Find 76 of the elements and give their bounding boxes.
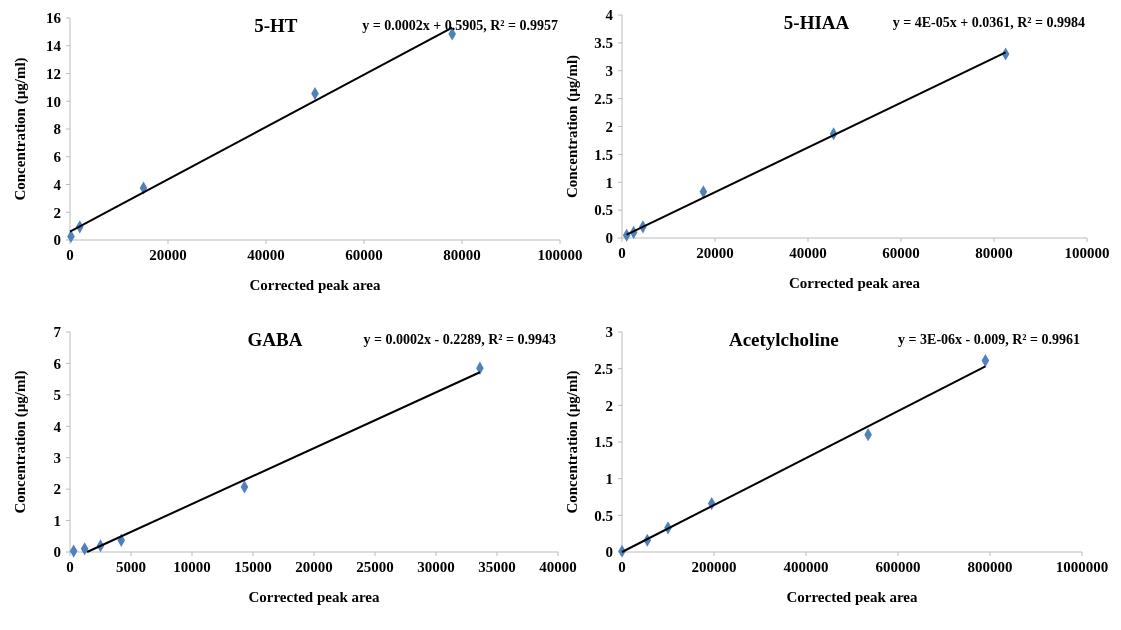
x-tick-label: 800000 [967,559,1013,575]
y-tick-label: 0 [53,232,61,249]
y-axis-title: Concentration (µg/ml) [12,370,29,514]
x-tick-label: 60000 [345,247,383,263]
y-tick-label: 2.5 [594,360,613,377]
y-tick-label: 0 [605,544,613,561]
chart-title: 5-HT [254,15,298,36]
y-tick-label: 5 [53,387,61,404]
x-tick-label: 100000 [1064,245,1110,261]
annotation: y = 3E-06x - 0.009, R² = 0.9961 [898,332,1080,347]
y-axis-title: Concentration (µg/ml) [564,370,581,514]
x-tick-label: 20000 [295,559,333,575]
y-tick-label: 1.5 [594,434,613,451]
annotation: y = 0.0002x - 0.2289, R² = 0.9943 [363,332,556,347]
y-tick-label: 4 [53,418,62,435]
chart-title: GABA [247,329,303,350]
x-tick-label: 10000 [173,559,211,575]
chart-title: 5-HIAA [783,12,850,33]
y-tick-label: 3 [605,63,613,79]
y-tick-label: 6 [53,149,62,165]
x-axis-title: Corrected peak area [248,589,381,605]
y-tick-label: 2 [53,204,61,221]
chart-title: Acetylcholine [728,329,839,350]
y-axis-title: Concentration (µg/ml) [564,54,581,199]
x-axis-title: Corrected peak area [788,275,921,291]
y-tick-label: 2 [605,118,613,135]
y-tick-label: 0 [53,544,61,561]
x-tick-label: 0 [66,559,74,575]
x-tick-label: 5000 [116,559,146,575]
y-tick-label: 7 [53,324,62,341]
x-axis-title: Corrected peak area [249,277,382,293]
y-tick-label: 2 [605,397,613,414]
y-tick-label: 2 [53,481,61,498]
x-tick-label: 80000 [975,245,1013,261]
x-tick-label: 30000 [417,559,455,575]
y-tick-label: 4 [53,176,62,193]
x-tick-label: 80000 [443,247,481,263]
y-tick-label: 1 [605,174,613,191]
x-tick-label: 20000 [696,245,734,261]
y-tick-label: 8 [53,121,61,138]
x-axis-title: Corrected peak area [786,589,919,605]
x-tick-label: 400000 [783,559,829,575]
x-tick-label: 20000 [149,247,187,263]
y-tick-label: 6 [53,355,62,372]
x-tick-label: 40000 [247,247,285,263]
y-tick-label: 3 [53,449,61,466]
y-tick-label: 16 [46,10,62,27]
y-tick-label: 2.5 [594,90,613,107]
y-axis-title: Concentration (µg/ml) [12,57,29,201]
x-tick-label: 15000 [234,559,272,575]
y-tick-label: 4 [605,7,614,24]
y-tick-label: 0.5 [594,202,613,219]
y-tick-label: 3 [605,324,613,341]
y-tick-label: 0.5 [594,507,613,524]
y-tick-label: 14 [46,38,62,54]
annotation: y = 4E-05x + 0.0361, R² = 0.9984 [892,15,1085,30]
y-tick-label: 10 [46,93,61,110]
x-tick-label: 0 [66,247,74,263]
x-tick-label: 0 [618,245,626,261]
y-tick-label: 12 [46,65,61,82]
x-tick-label: 25000 [356,559,394,575]
x-tick-label: 1000000 [1055,559,1109,575]
x-tick-label: 40000 [789,245,827,261]
y-tick-label: 1 [53,512,61,529]
y-tick-label: 1.5 [594,146,613,163]
x-tick-label: 100000 [537,247,583,263]
y-tick-label: 0 [605,230,613,247]
y-tick-label: 3.5 [594,35,613,52]
x-tick-label: 0 [618,559,626,575]
x-tick-label: 35000 [478,559,516,575]
annotation: y = 0.0002x + 0.5905, R² = 0.9957 [362,18,558,33]
x-tick-label: 600000 [875,559,921,575]
x-tick-label: 60000 [882,245,920,261]
x-tick-label: 40000 [539,559,577,575]
y-tick-label: 1 [605,470,613,487]
x-tick-label: 200000 [691,559,737,575]
